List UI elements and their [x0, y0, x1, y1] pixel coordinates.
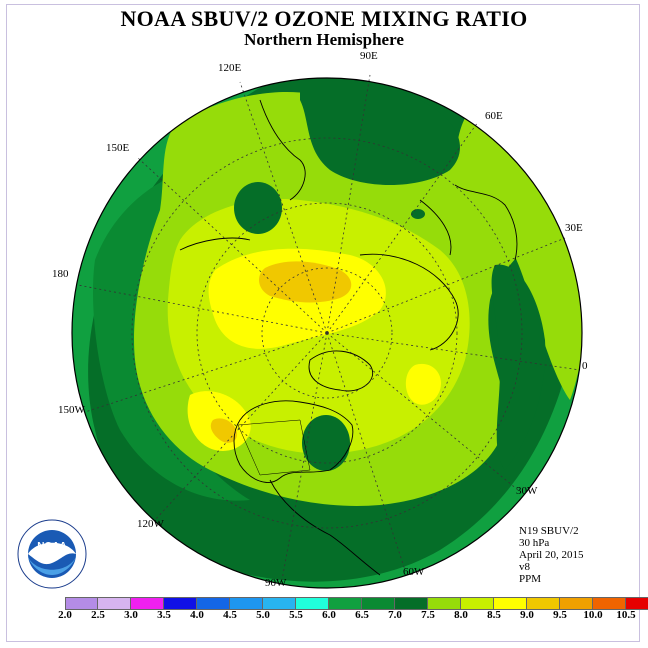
coastlines: [179, 99, 518, 576]
color-scale-tick: 10.0: [583, 609, 603, 621]
color-swatch: [329, 598, 362, 609]
units-text: PPM: [519, 573, 542, 585]
color-scale-ticks: 2.0 2.5 3.0 3.5 4.0 4.5 5.0 5.5 6.0 6.5 7.0 7.5 8.0 8…: [0, 609, 648, 623]
ozone-field: [72, 78, 582, 588]
map-boundary: [71, 77, 583, 589]
lon-label-90w: 90W: [265, 577, 287, 589]
lon-label-120w: 120W: [137, 518, 164, 530]
lon-label-60e: 60E: [485, 110, 503, 122]
region-7-0-spot: [411, 209, 425, 219]
region-9-0-sw: [210, 418, 238, 443]
region-8-5-e: [405, 363, 441, 405]
color-scale-tick: 8.5: [487, 609, 501, 621]
color-swatch: [98, 598, 131, 609]
graticule: [77, 74, 581, 581]
color-scale-tick: 10.5: [616, 609, 636, 621]
color-scale-tick: 6.5: [355, 609, 369, 621]
color-swatch: [230, 598, 263, 609]
color-scale-tick: 7.5: [421, 609, 435, 621]
color-swatch: [461, 598, 494, 609]
color-swatch: [560, 598, 593, 609]
color-scale-tick: 3.0: [124, 609, 138, 621]
lon-label-30w: 30W: [516, 485, 538, 497]
region-9-0: [258, 261, 352, 303]
color-scale-tick: 6.0: [322, 609, 336, 621]
lon-label-180: 180: [52, 268, 69, 280]
noaa-logo: NOAA: [17, 519, 87, 589]
region-6-5: [92, 175, 250, 501]
color-swatch: [65, 598, 98, 609]
lon-label-60w: 60W: [403, 566, 425, 578]
map-subtitle: Northern Hemisphere: [244, 30, 404, 49]
region-7-0-north: [300, 78, 460, 185]
color-swatch: [494, 598, 527, 609]
color-swatch: [197, 598, 230, 609]
color-scale-tick: 9.0: [520, 609, 534, 621]
lon-label-120e: 120E: [218, 62, 242, 74]
lon-label-90e: 90E: [360, 50, 378, 62]
color-scale-tick: 11.0: [644, 609, 648, 621]
noaa-logo-text: NOAA: [37, 541, 66, 552]
color-scale-tick: 5.0: [256, 609, 270, 621]
color-swatch: [626, 598, 648, 609]
color-swatch: [263, 598, 296, 609]
color-scale-tick: 4.0: [190, 609, 204, 621]
color-scale-tick: 5.5: [289, 609, 303, 621]
color-swatch: [527, 598, 560, 609]
map-title: NOAA SBUV/2 OZONE MIXING RATIO: [120, 6, 528, 31]
level-text: 30 hPa: [519, 537, 550, 549]
lon-label-30e: 30E: [565, 222, 583, 234]
color-scale-tick: 7.0: [388, 609, 402, 621]
color-scale-tick: 3.5: [157, 609, 171, 621]
color-scale-bar: [65, 597, 648, 610]
region-7-0-canada: [302, 415, 350, 471]
lon-label-0: 0: [582, 360, 588, 372]
color-swatch: [428, 598, 461, 609]
color-swatch: [395, 598, 428, 609]
region-7-0-east: [491, 264, 546, 470]
lon-label-150w: 150W: [58, 404, 85, 416]
date-text: April 20, 2015: [519, 549, 584, 561]
color-swatch: [131, 598, 164, 609]
product-info: N19 SBUV/2 30 hPa April 20, 2015 v8 PPM: [519, 525, 583, 585]
color-scale-tick: 8.0: [454, 609, 468, 621]
color-swatch: [164, 598, 197, 609]
color-scale-tick: 2.0: [58, 609, 72, 621]
color-swatch: [296, 598, 329, 609]
lon-label-150e: 150E: [106, 142, 130, 154]
color-scale-tick: 4.5: [223, 609, 237, 621]
satellite-text: N19 SBUV/2: [519, 525, 579, 537]
region-7-0-siberia: [234, 182, 282, 234]
color-swatch: [362, 598, 395, 609]
color-scale-tick: 2.5: [91, 609, 105, 621]
color-swatch: [593, 598, 626, 609]
color-scale-tick: 9.5: [553, 609, 567, 621]
version-text: v8: [519, 561, 530, 573]
